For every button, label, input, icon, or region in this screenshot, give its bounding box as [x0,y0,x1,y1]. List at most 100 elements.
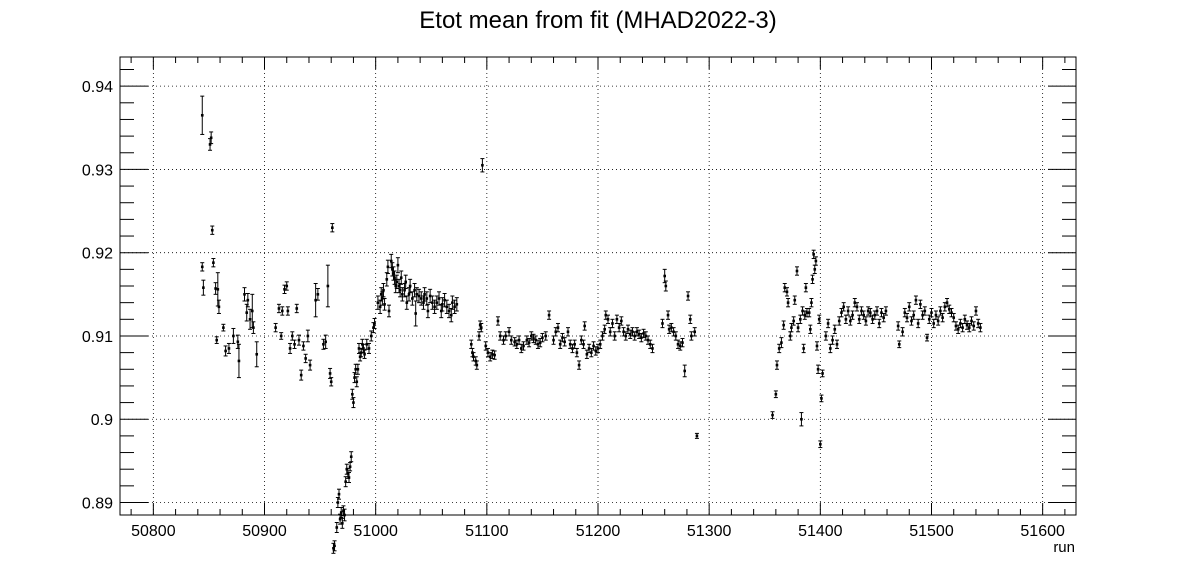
point-marker [285,284,289,288]
point-marker [674,334,678,338]
data-point [412,283,417,298]
axis-ticks [120,57,1076,515]
point-marker [344,480,347,483]
point-marker [324,340,327,344]
point-marker [667,328,671,331]
point-marker [279,334,283,338]
point-marker [356,367,360,371]
point-marker [478,323,482,327]
point-marker [972,324,976,328]
point-marker [965,323,969,327]
point-marker [417,294,421,298]
point-marker [453,305,456,309]
data-point [582,321,587,331]
data-point [814,341,819,351]
point-marker [408,284,412,288]
data-point [223,345,228,357]
point-marker [884,309,888,313]
data-point [454,297,459,312]
point-marker [341,522,344,525]
data-point [811,249,816,260]
point-marker [774,392,778,396]
data-point [343,476,348,488]
data-point [593,346,598,356]
data-point [868,307,873,318]
data-point [284,281,289,291]
data-point [965,320,970,330]
point-marker [690,334,693,338]
data-point [808,324,813,334]
data-point [820,369,825,378]
point-marker [805,311,809,314]
point-marker [837,319,841,323]
point-marker [897,342,901,346]
data-point [210,225,215,235]
point-marker [393,276,396,279]
point-marker [901,330,904,334]
point-marker [831,338,834,342]
x-tick-label: 51400 [798,523,843,540]
point-marker [664,284,668,288]
data-point [830,335,835,345]
data-point [801,343,806,354]
data-point [529,331,534,341]
point-marker [385,278,389,281]
point-marker [678,344,682,348]
x-tick-label: 51000 [353,523,398,540]
point-marker [331,226,334,230]
point-marker [810,301,813,304]
point-marker [945,301,949,304]
point-marker [302,344,305,348]
data-point [841,302,846,312]
point-marker [326,284,330,288]
point-marker [907,305,911,309]
point-marker [877,322,881,325]
point-marker [974,309,978,313]
data-point [226,342,231,354]
data-point [334,521,339,533]
x-axis-title: run [1053,539,1075,556]
point-marker [785,290,789,294]
point-marker [613,334,616,338]
point-marker [379,293,383,296]
point-marker [316,293,320,296]
point-marker [372,326,375,329]
point-marker [232,334,235,338]
data-point [432,299,437,314]
data-point [907,302,912,312]
point-marker [530,334,533,338]
point-marker [676,342,680,346]
point-marker [403,288,406,292]
point-marker [821,372,824,375]
point-marker [488,355,492,359]
data-point [367,342,372,354]
point-marker [604,313,608,317]
point-marker [397,284,401,288]
point-marker [943,305,947,309]
point-marker [517,338,521,342]
point-marker [443,298,446,302]
point-marker [392,272,395,275]
point-marker [200,265,204,269]
data-point [339,507,344,518]
point-marker [635,330,639,334]
point-marker [314,298,317,302]
point-marker [541,336,544,339]
point-marker [921,313,924,317]
point-marker [407,293,411,296]
point-marker [796,326,800,329]
point-marker [354,367,357,371]
data-point [303,353,308,364]
point-marker [824,334,828,338]
data-point [773,390,778,399]
point-marker [606,318,610,321]
point-marker [217,305,221,309]
point-marker [308,363,312,367]
data-point [823,331,828,341]
point-marker [363,352,366,356]
point-marker [693,330,697,334]
data-point [606,314,611,324]
data-point [254,341,259,368]
point-marker [291,334,294,338]
data-point [660,318,665,329]
